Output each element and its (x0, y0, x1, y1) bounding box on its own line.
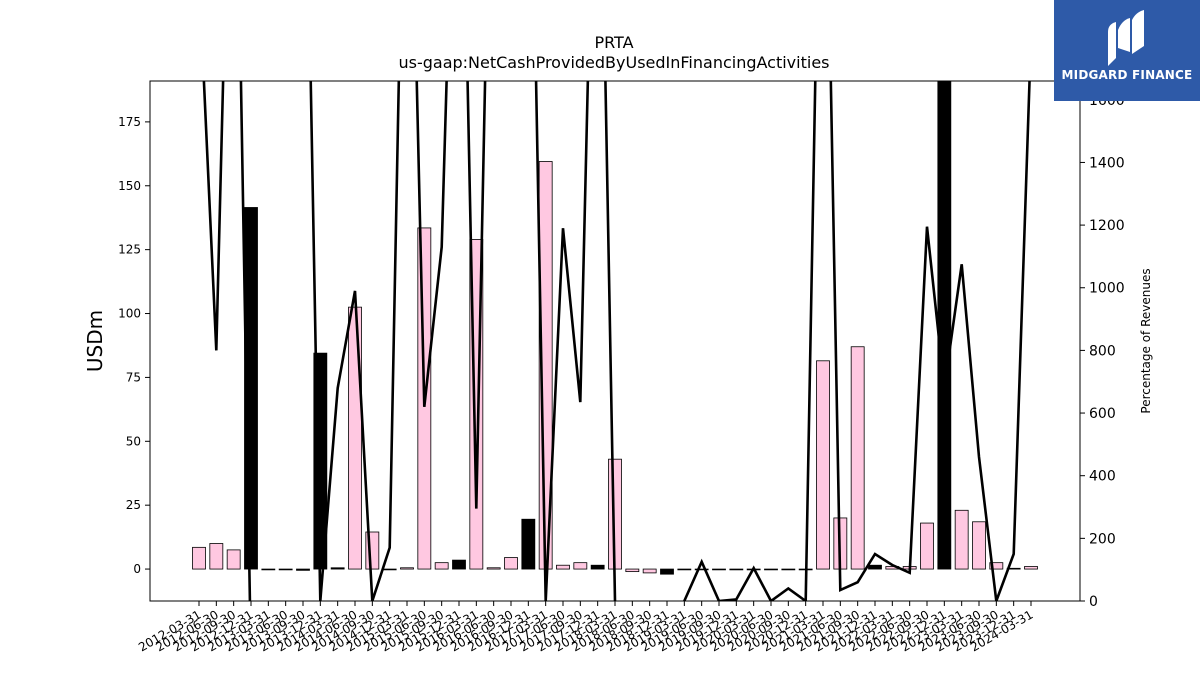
bar (382, 568, 397, 571)
bar (556, 564, 570, 570)
y-tick-label: 150 (118, 179, 141, 193)
logo-mark-icon (1108, 10, 1144, 66)
bar (937, 81, 952, 570)
bar (400, 567, 414, 570)
bar (348, 306, 362, 570)
bar (660, 568, 674, 575)
plot-area: 0 25 50 75 100 125 150 175 0 200 400 600 800 1000 1200… (118, 80, 1125, 654)
bar (625, 568, 640, 573)
bar (989, 562, 1004, 570)
y-tick-label: 0 (133, 562, 141, 576)
y-right-tick-label: 200 (1089, 531, 1116, 547)
y-tick-label: 75 (126, 370, 141, 384)
y-tick-label: 25 (126, 498, 141, 512)
bar (261, 568, 276, 571)
chart-title: PRTA (594, 33, 633, 52)
y-right-tick-label: 1400 (1089, 155, 1125, 171)
bar (694, 568, 709, 571)
bar (330, 567, 345, 570)
y-right-tick-label: 800 (1089, 343, 1116, 359)
bar (504, 557, 518, 570)
y-right-tick-label: 0 (1089, 594, 1098, 610)
bar (920, 522, 934, 570)
y-tick-label: 100 (118, 307, 141, 321)
y-right-tick-label: 1000 (1089, 281, 1125, 297)
bar (954, 509, 969, 570)
bar (192, 546, 206, 570)
y-right-tick-label: 1200 (1089, 218, 1125, 234)
bar (1024, 566, 1038, 570)
bar (868, 564, 882, 570)
y-axis-right-label: Percentage of Revenues (1139, 268, 1153, 413)
bar (972, 521, 986, 570)
chart-subtitle: us-gaap:NetCashProvidedByUsedInFinancing… (398, 53, 829, 72)
bar (573, 562, 588, 570)
bar (209, 543, 224, 570)
logo-text: MIDGARD FINANCE (1061, 68, 1193, 82)
bar (452, 559, 466, 570)
bar (278, 568, 293, 571)
bar (486, 567, 501, 570)
bar (642, 568, 657, 574)
bar (677, 568, 692, 571)
y-tick-label: 50 (126, 434, 141, 448)
bar (521, 518, 536, 570)
bar (729, 568, 744, 571)
bar (296, 568, 310, 571)
bar (816, 360, 830, 570)
bar (781, 568, 796, 571)
y-right-tick-label: 600 (1089, 406, 1116, 422)
bar (590, 564, 605, 570)
y-tick-label: 125 (118, 243, 141, 257)
bar (226, 549, 241, 570)
bar (850, 346, 865, 570)
y-right-tick-label: 400 (1089, 469, 1116, 485)
y-tick-label: 175 (118, 115, 141, 129)
bar (434, 562, 449, 570)
logo: MIDGARD FINANCE (1054, 0, 1200, 101)
bar (764, 568, 778, 571)
series-line (202, 81, 1031, 601)
bar (712, 568, 726, 571)
y-axis-label: USDm (83, 310, 107, 372)
